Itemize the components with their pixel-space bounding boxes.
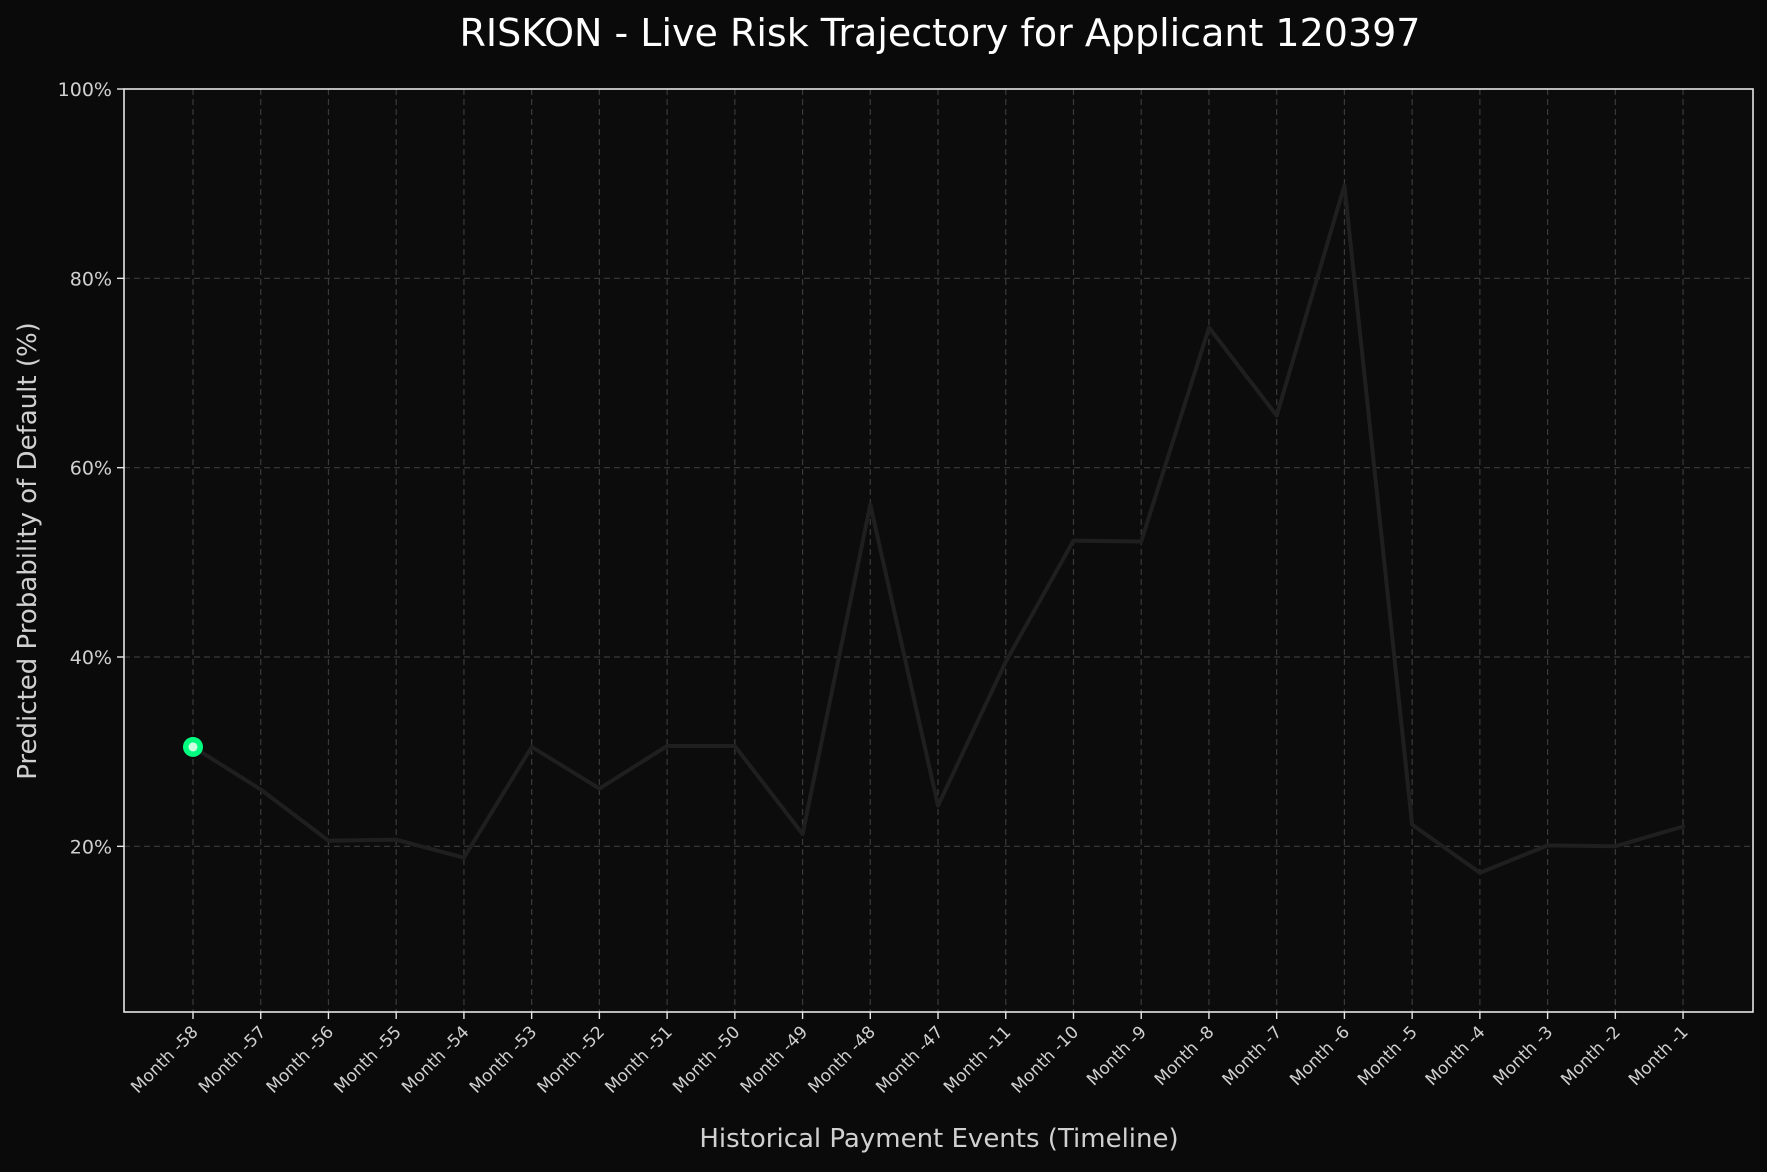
y-tick-label: 40% — [70, 647, 112, 669]
y-tick-label: 80% — [70, 268, 112, 290]
grid-lines — [124, 89, 1753, 1012]
y-tick-label: 20% — [70, 836, 112, 858]
y-axis-ticks: 20% 40% 60% 80% 100% — [58, 79, 124, 858]
x-axis-label: Historical Payment Events (Timeline) — [699, 1124, 1178, 1154]
y-tick-label: 60% — [70, 458, 112, 480]
y-axis-label: Predicted Probability of Default (%) — [13, 322, 43, 780]
y-tick-label: 100% — [58, 79, 112, 101]
current-point-marker-center — [188, 742, 198, 752]
risk-series-line — [191, 183, 1686, 875]
series-line-group — [191, 183, 1686, 875]
highlight-marker-group[interactable] — [183, 736, 203, 757]
chart-title: RISKON - Live Risk Trajectory for Applic… — [460, 11, 1421, 55]
